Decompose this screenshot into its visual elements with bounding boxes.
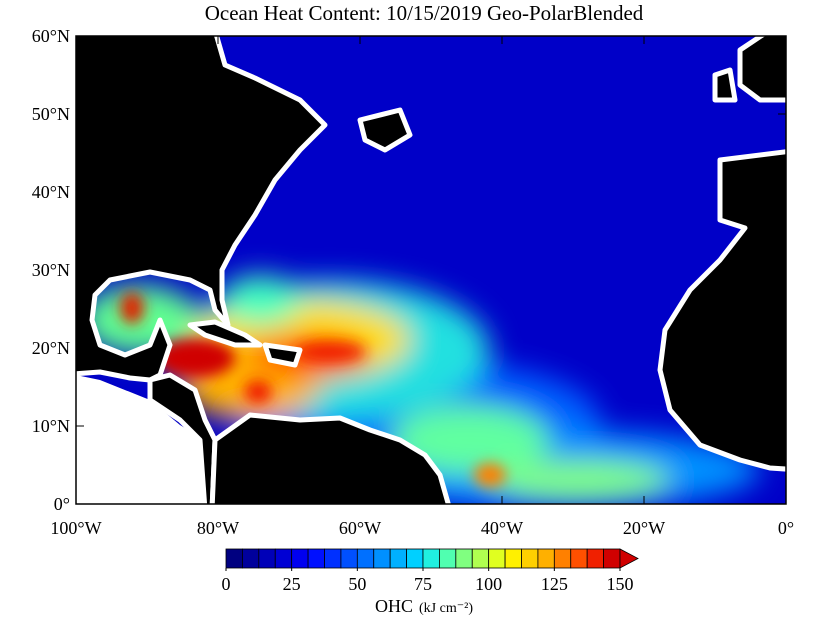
colorbar-segment: [504, 548, 522, 569]
map-field: [76, 36, 786, 504]
x-tick-label: 80°W: [197, 518, 239, 538]
colorbar-tick-label: 125: [541, 574, 568, 594]
colorbar-tick-label: 75: [414, 574, 432, 594]
colorbar-label: OHC: [375, 596, 413, 616]
colorbar-segment: [439, 548, 457, 569]
title: Ocean Heat Content: 10/15/2019 Geo-Polar…: [205, 1, 644, 25]
colorbar-tick-label: 0: [222, 574, 231, 594]
y-tick-label: 30°N: [32, 260, 70, 280]
colorbar-tick-label: 100: [475, 574, 502, 594]
land: [76, 36, 786, 504]
colorbar-segment: [340, 548, 358, 569]
x-tick-label: 60°W: [339, 518, 381, 538]
colorbar-tick-label: 150: [607, 574, 634, 594]
x-tick-label: 40°W: [481, 518, 523, 538]
colorbar-units: (kJ cm⁻²): [419, 601, 473, 616]
colorbar-extend: [619, 548, 639, 569]
colorbar-segment: [291, 548, 309, 569]
colorbar-segment: [537, 548, 555, 569]
colorbar-segment: [373, 548, 391, 569]
colorbar-segment: [258, 548, 276, 569]
y-tick-label: 50°N: [32, 104, 70, 124]
colorbar-segment: [324, 548, 342, 569]
colorbar-segment: [570, 548, 588, 569]
x-tick-label: 100°W: [50, 518, 101, 538]
no-data: [76, 375, 215, 504]
colorbar-segment: [603, 548, 621, 569]
colorbar-segment: [455, 548, 473, 569]
colorbar-segment: [553, 548, 572, 569]
y-tick-label: 60°N: [32, 26, 70, 46]
colorbar-segment: [406, 548, 424, 569]
y-tick-label: 0°: [54, 494, 70, 514]
x-tick-label: 20°W: [623, 518, 665, 538]
colorbar-segment: [389, 548, 407, 569]
colorbar-segment: [225, 548, 243, 569]
x-tick-label: 0°: [778, 518, 794, 538]
colorbar-segment: [471, 548, 490, 569]
colorbar-segment: [242, 548, 260, 569]
colorbar-tick-label: 25: [283, 574, 301, 594]
heat-field: [80, 275, 760, 504]
colorbar-tick-label: 50: [348, 574, 366, 594]
colorbar-segment: [488, 548, 506, 569]
colorbar-segment: [307, 548, 325, 569]
y-tick-label: 20°N: [32, 338, 70, 358]
colorbar-segment: [422, 548, 440, 569]
y-tick-label: 10°N: [32, 416, 70, 436]
y-tick-label: 40°N: [32, 182, 70, 202]
colorbar-segment: [356, 548, 375, 569]
colorbar-segment: [521, 548, 539, 569]
colorbar-segment: [274, 548, 293, 569]
colorbar-title: OHC (kJ cm⁻²): [375, 596, 473, 616]
heat-core: [120, 292, 506, 487]
colorbar-segment: [586, 548, 604, 569]
